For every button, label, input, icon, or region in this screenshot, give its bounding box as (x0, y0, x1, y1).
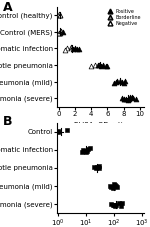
Point (86, 150, 88, 153)
Point (58, 12, 61, 16)
Point (114, 80, 117, 84)
Point (132, 96, 135, 99)
Point (89, 146, 91, 150)
Point (66, 46, 68, 50)
Point (85, 150, 87, 153)
Point (123, 98, 126, 101)
Point (115, 184, 117, 188)
Point (111, 203, 114, 206)
Point (114, 204, 116, 207)
Point (135, 97, 137, 100)
Point (60, 29, 62, 33)
Point (81, 150, 83, 153)
Point (78, 47, 80, 51)
Point (58, 31, 60, 35)
Point (115, 203, 117, 207)
Point (111, 186, 114, 190)
Point (100, 64, 102, 67)
Point (93, 165, 96, 169)
Point (58, 31, 61, 35)
Point (121, 96, 123, 100)
Point (116, 80, 118, 83)
Point (122, 97, 125, 101)
Point (106, 64, 109, 67)
Point (129, 95, 131, 99)
Point (98, 63, 101, 67)
Point (94, 63, 96, 67)
Point (98, 167, 101, 170)
Point (108, 184, 111, 188)
Point (127, 98, 130, 101)
Point (82, 148, 85, 151)
Point (120, 204, 122, 207)
Point (113, 81, 115, 85)
Text: A: A (3, 1, 13, 14)
Point (70, 45, 72, 49)
Point (113, 203, 115, 207)
Point (127, 98, 129, 101)
Point (125, 97, 127, 101)
Point (59, 13, 61, 16)
Point (64, 48, 66, 52)
Point (118, 79, 121, 83)
Point (97, 165, 100, 168)
Point (57, 130, 59, 133)
Point (116, 185, 118, 189)
Point (96, 165, 98, 169)
Point (61, 30, 64, 33)
Point (121, 80, 123, 84)
Point (58, 13, 61, 17)
X-axis label: ELISA, OD ratio: ELISA, OD ratio (74, 122, 127, 128)
Point (57, 129, 59, 133)
Point (87, 147, 90, 151)
Point (74, 46, 76, 49)
Point (58, 14, 61, 17)
Point (65, 129, 68, 132)
Point (94, 166, 97, 170)
Point (114, 183, 116, 187)
Point (118, 201, 120, 205)
Point (96, 64, 99, 67)
Point (102, 63, 105, 67)
Point (58, 31, 61, 35)
Point (110, 185, 112, 188)
Point (90, 64, 92, 67)
Point (131, 95, 133, 99)
Point (113, 183, 115, 186)
Point (121, 201, 124, 205)
Legend: Positive, Borderline, Negative: Positive, Borderline, Negative (103, 7, 143, 28)
Point (110, 202, 112, 206)
Point (122, 81, 125, 84)
Text: B: B (3, 115, 13, 128)
Point (105, 64, 107, 68)
Point (84, 149, 86, 152)
Point (72, 47, 74, 51)
Point (76, 47, 79, 51)
Point (124, 80, 126, 83)
